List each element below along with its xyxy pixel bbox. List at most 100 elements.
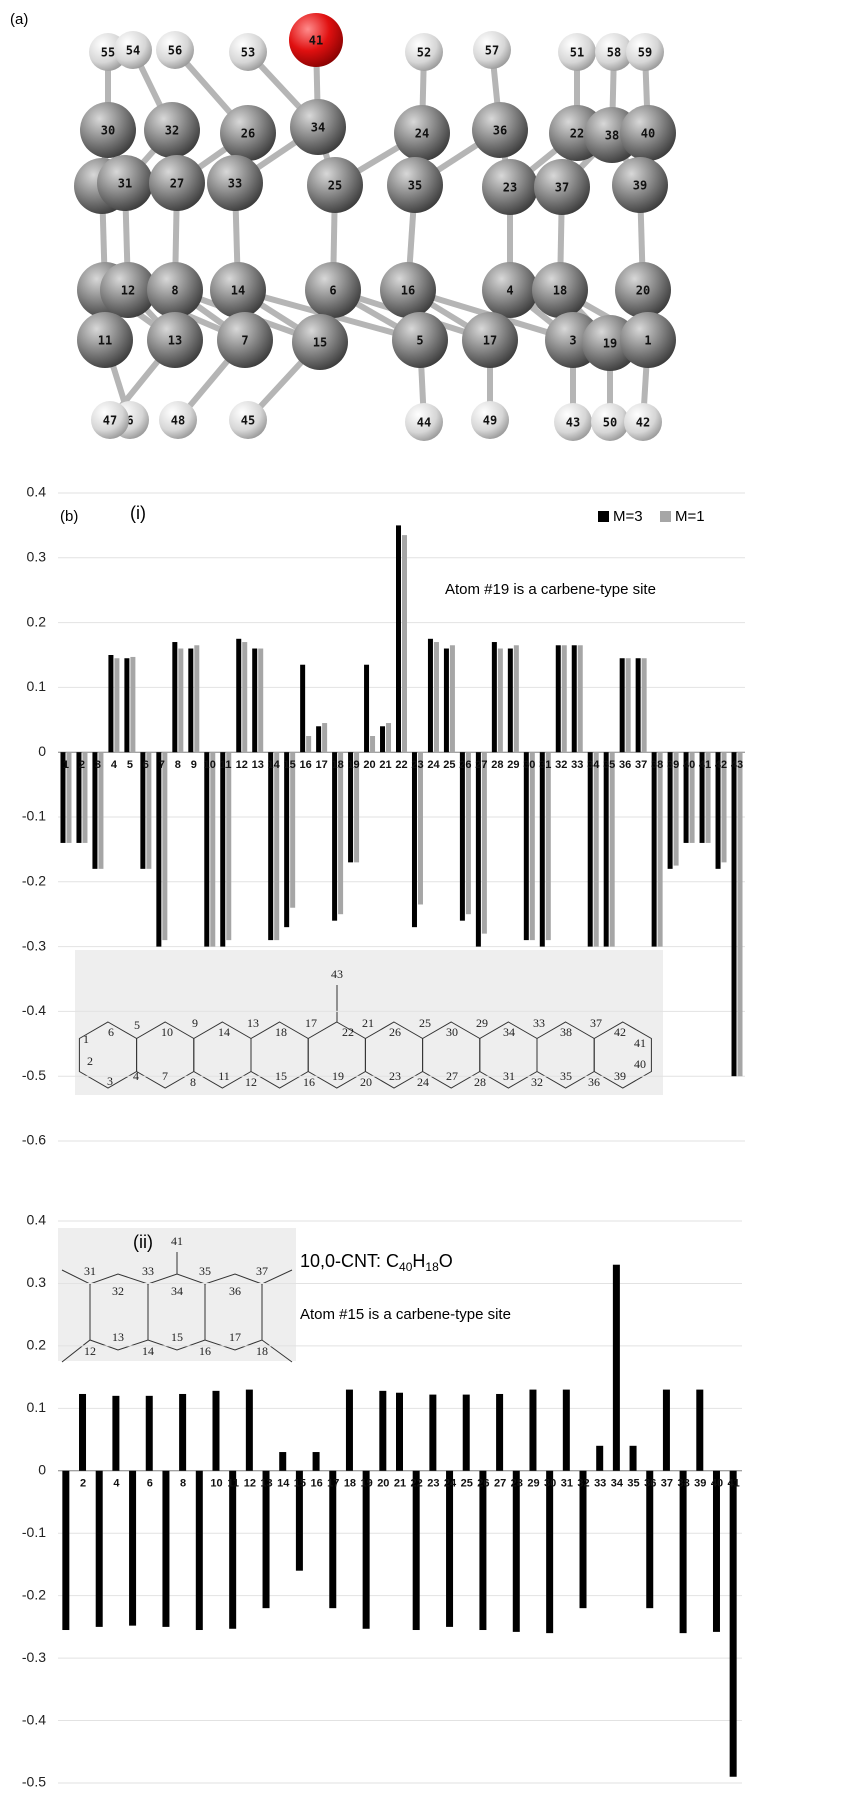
inset-label: 41 <box>171 1234 183 1248</box>
y-tick-label: -0.1 <box>22 1524 46 1540</box>
legend-swatch <box>660 511 671 522</box>
bar <box>412 752 417 927</box>
inset-label: 7 <box>162 1069 168 1083</box>
x-tick-label: 19 <box>361 1478 373 1490</box>
atom-label: 52 <box>417 46 431 60</box>
x-tick-label: 36 <box>619 759 631 771</box>
x-tick-label: 8 <box>175 759 181 771</box>
y-tick-label: -0.4 <box>22 1002 46 1018</box>
bar <box>363 1471 370 1629</box>
x-tick-label: 26 <box>477 1478 489 1490</box>
atom-label: 6 <box>329 284 336 298</box>
bar <box>242 642 247 752</box>
inset-label: 25 <box>419 1016 431 1030</box>
inset-label: 16 <box>303 1075 315 1089</box>
bar <box>332 752 337 920</box>
bar <box>429 1395 436 1471</box>
bar <box>306 736 311 752</box>
atom-label: 48 <box>171 414 185 428</box>
atom-label: 14 <box>231 284 245 298</box>
y-tick-label: 0.3 <box>27 1274 47 1290</box>
atom-label: 42 <box>636 416 650 430</box>
atom-label: 25 <box>328 179 342 193</box>
atom-label: 7 <box>241 334 248 348</box>
inset-label: 18 <box>275 1025 287 1039</box>
inset-label: 38 <box>560 1025 572 1039</box>
atom-label: 19 <box>603 337 617 351</box>
atom-label: 50 <box>603 416 617 430</box>
inset-label: 28 <box>474 1075 486 1089</box>
x-tick-label: 42 <box>715 759 727 771</box>
x-tick-label: 13 <box>260 1478 272 1490</box>
x-tick-label: 32 <box>555 759 567 771</box>
atom-label: 4 <box>506 284 513 298</box>
bar <box>496 1394 503 1471</box>
bar <box>540 752 545 946</box>
bar <box>626 658 631 752</box>
atom-label: 54 <box>126 44 140 58</box>
atom-label: 17 <box>483 334 497 348</box>
title-part: 40 <box>399 1260 413 1274</box>
x-tick-label: 11 <box>220 759 232 771</box>
bar <box>630 1446 637 1471</box>
atom-label: 41 <box>309 34 323 48</box>
title-part: O <box>439 1251 453 1271</box>
inset-label: 29 <box>476 1016 488 1030</box>
bar <box>322 723 327 752</box>
subpanel-label: (i) <box>130 503 146 523</box>
bar <box>129 1471 136 1626</box>
bar <box>604 752 609 946</box>
inset-label: 20 <box>360 1075 372 1089</box>
inset-label: 11 <box>218 1069 230 1083</box>
bar <box>658 752 663 946</box>
atom-label: 57 <box>485 44 499 58</box>
bar <box>124 658 129 752</box>
bar <box>188 649 193 753</box>
atom-label: 39 <box>633 179 647 193</box>
bar <box>732 752 737 1076</box>
atom-label: 22 <box>570 127 584 141</box>
x-tick-label: 12 <box>244 1478 256 1490</box>
inset-label: 26 <box>389 1025 401 1039</box>
inset-label: 32 <box>531 1075 543 1089</box>
inset-label: 36 <box>229 1284 241 1298</box>
y-tick-label: 0.2 <box>27 1337 47 1353</box>
x-tick-label: 27 <box>475 759 487 771</box>
y-tick-label: -0.3 <box>22 937 46 953</box>
atom-label: 51 <box>570 46 584 60</box>
atom-label: 26 <box>241 127 255 141</box>
x-tick-label: 34 <box>587 759 600 771</box>
x-tick-label: 4 <box>111 759 118 771</box>
bar <box>194 645 199 752</box>
atom-label: 8 <box>171 284 178 298</box>
x-tick-label: 24 <box>427 759 440 771</box>
bar <box>572 645 577 752</box>
bar <box>514 645 519 752</box>
bar <box>246 1390 253 1471</box>
x-tick-label: 21 <box>379 759 391 771</box>
inset-label: 36 <box>588 1075 600 1089</box>
atom-label: 45 <box>241 414 255 428</box>
legend-swatch <box>598 511 609 522</box>
atom-label: 43 <box>566 416 580 430</box>
bar <box>466 752 471 914</box>
x-tick-label: 39 <box>694 1478 706 1490</box>
bar <box>172 642 177 752</box>
x-tick-label: 31 <box>539 759 551 771</box>
y-tick-label: -0.6 <box>22 1132 46 1148</box>
x-tick-label: 1 <box>63 759 69 771</box>
bar <box>738 752 743 1076</box>
bar <box>258 649 263 753</box>
x-tick-label: 10 <box>204 759 216 771</box>
x-tick-label: 37 <box>661 1478 673 1490</box>
atom-label: 31 <box>118 177 132 191</box>
atom-label: 44 <box>417 416 431 430</box>
inset-label: 42 <box>614 1025 626 1039</box>
atom-label: 27 <box>170 177 184 191</box>
x-tick-label: 17 <box>315 759 327 771</box>
x-tick-label: 23 <box>427 1478 439 1490</box>
bar <box>316 726 321 752</box>
atom-label: 53 <box>241 46 255 60</box>
title-part: H <box>412 1251 425 1271</box>
bar <box>79 1394 86 1471</box>
